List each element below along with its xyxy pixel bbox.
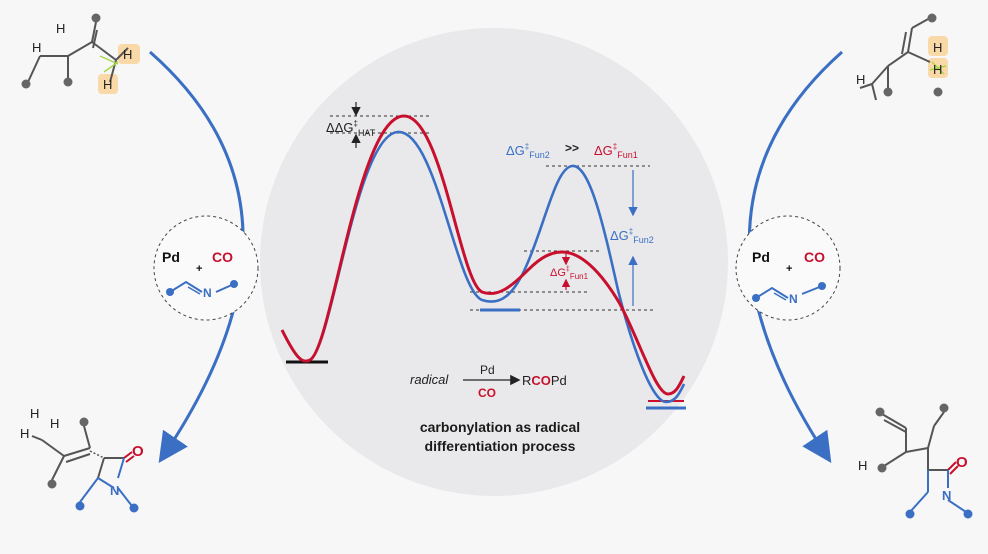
carbonyl-o-left: O — [132, 443, 144, 460]
imine-n-label-right: N — [789, 292, 798, 306]
caption-line-1: carbonylation as radical — [419, 419, 581, 435]
h-label-g: H — [933, 62, 942, 77]
substrate-alkene-right: H H H — [856, 13, 948, 101]
energy-profile — [280, 102, 686, 410]
dg-fun2-header-label: ΔG‡Fun2 — [506, 142, 550, 160]
dg-fun1-header-label: ΔG‡Fun1 — [594, 142, 638, 160]
h-label-j: H — [50, 416, 59, 431]
h-label-h: H — [20, 426, 29, 441]
h-label-c: H — [123, 47, 132, 62]
imine-structure-left: N — [166, 280, 238, 300]
dg-fun2-arrow-label: ΔG‡Fun2 — [610, 227, 654, 245]
beta-lactam-left: H H H O N — [20, 406, 144, 513]
caption: carbonylation as radical differentiation… — [360, 418, 640, 456]
reagent-pd-label-right: Pd — [752, 249, 770, 265]
h-label-e: H — [856, 72, 865, 87]
scheme-co-label: CO — [478, 386, 496, 400]
lactam-n-right: N — [942, 488, 951, 503]
h-label-k: H — [858, 458, 867, 473]
reagent-pd-label-left: Pd — [162, 249, 180, 265]
scheme-pd-label: Pd — [480, 363, 495, 377]
h-label-a: H — [32, 40, 41, 55]
reagent-circle-right: Pd + CO N — [735, 215, 841, 321]
reagent-co-label-left: CO — [212, 249, 233, 265]
reagent-plus-left: + — [196, 263, 202, 275]
h-label-d: H — [103, 77, 112, 92]
reagent-co-label-right: CO — [804, 249, 825, 265]
dg-fun1-small-label: ΔG‡Fun1 — [550, 266, 589, 281]
substrate-alkene-left: H H H H — [21, 13, 140, 94]
h-label-f: H — [933, 40, 942, 55]
right-curved-arrow — [747, 50, 843, 464]
scheme-radical-label: radical — [410, 372, 449, 387]
scheme-product-label: RCOPd — [522, 373, 567, 388]
lactam-n-left: N — [110, 483, 119, 498]
reagent-plus-right: + — [786, 263, 792, 275]
imine-n-label-left: N — [203, 286, 212, 300]
much-greater-sign: >> — [565, 141, 579, 155]
red-energy-curve — [280, 114, 686, 396]
h-label-i: H — [30, 406, 39, 421]
ddg-hat-label: ΔΔG‡HAT — [326, 119, 376, 138]
caption-line-2: differentiation process — [424, 438, 576, 454]
h-label-b: H — [56, 21, 65, 36]
reaction-scheme: radical Pd CO RCOPd — [410, 363, 567, 400]
reagent-circle-left: Pd + CO N — [153, 215, 259, 321]
beta-lactam-right: H O N — [858, 403, 973, 519]
carbonyl-o-right: O — [956, 454, 968, 471]
imine-structure-right: N — [752, 282, 826, 306]
